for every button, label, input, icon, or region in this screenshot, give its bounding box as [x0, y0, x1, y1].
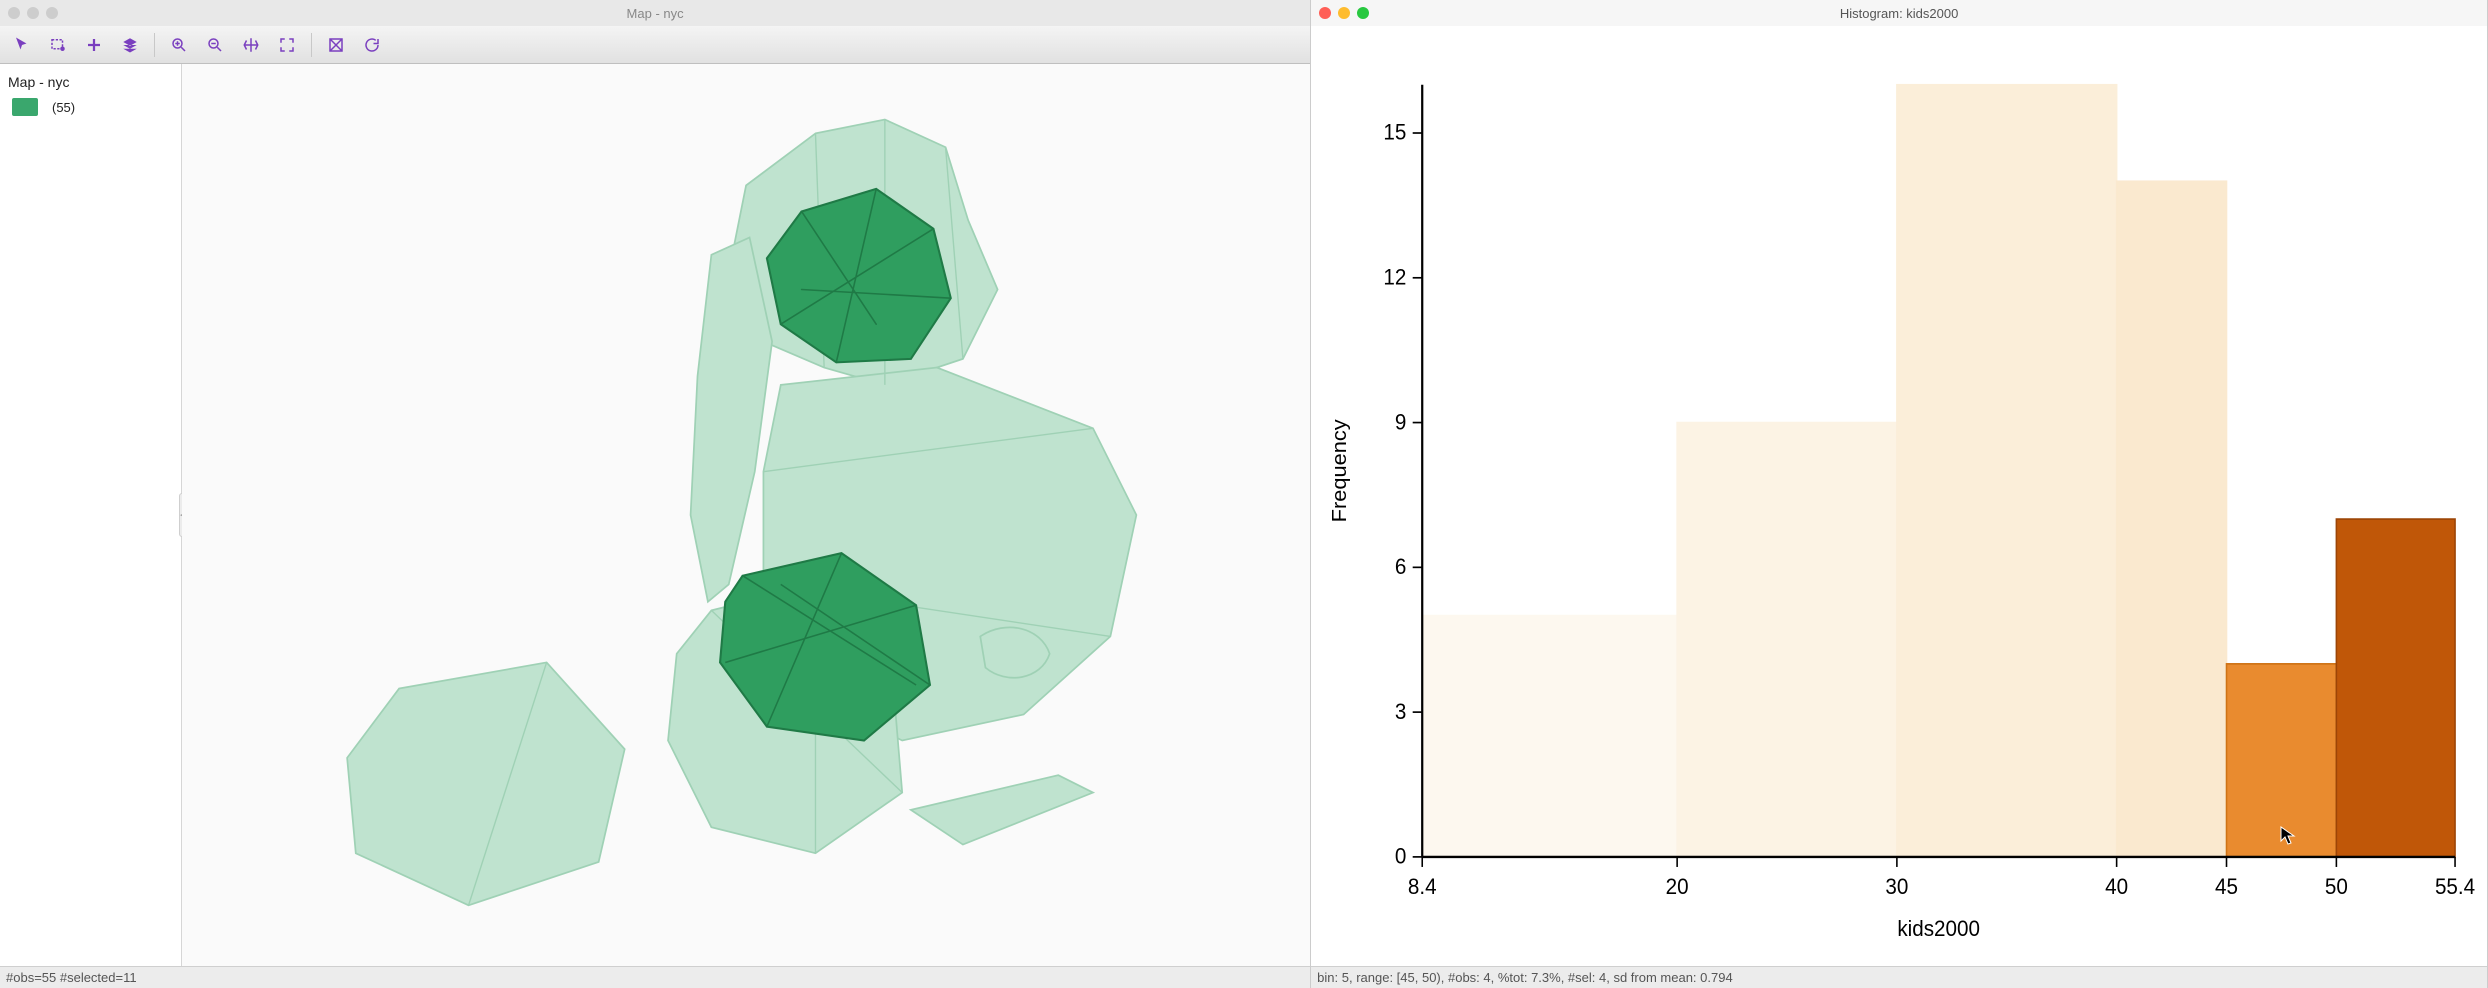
x-axis-label: kids2000	[1897, 916, 1980, 941]
zoom-out-icon[interactable]	[201, 31, 229, 59]
map-statusbar: #obs=55 #selected=11	[0, 966, 1310, 988]
histogram-statusbar: bin: 5, range: [45, 50), #obs: 4, %tot: …	[1311, 966, 2487, 988]
legend-swatch	[12, 98, 38, 116]
histogram-status-text: bin: 5, range: [45, 50), #obs: 4, %tot: …	[1317, 970, 1733, 985]
y-tick-label: 6	[1395, 555, 1406, 580]
toolbar-separator	[311, 33, 312, 57]
minimize-icon[interactable]	[27, 7, 39, 19]
x-tick-label: 40	[2105, 874, 2128, 899]
minimize-icon[interactable]	[1338, 7, 1350, 19]
x-tick-label: 50	[2325, 874, 2348, 899]
map-status-text: #obs=55 #selected=11	[6, 970, 137, 985]
histogram-window-title: Histogram: kids2000	[1311, 6, 2487, 21]
window-controls	[8, 7, 58, 19]
histogram-bar[interactable]	[1677, 423, 1897, 857]
close-icon[interactable]	[8, 7, 20, 19]
x-tick-label: 45	[2215, 874, 2238, 899]
y-axis-label: Frequency	[1328, 419, 1351, 522]
legend-row[interactable]: (55)	[8, 98, 173, 116]
zoom-in-icon[interactable]	[165, 31, 193, 59]
x-tick-label: 8.4	[1408, 874, 1437, 899]
maximize-icon[interactable]	[1357, 7, 1369, 19]
histogram-bar[interactable]	[2337, 519, 2456, 857]
layer-name[interactable]: Map - nyc	[8, 74, 173, 90]
x-tick-label: 55.4	[2435, 874, 2475, 899]
extent-tool-icon[interactable]	[273, 31, 301, 59]
add-tool-icon[interactable]	[80, 31, 108, 59]
layers-tool-icon[interactable]	[116, 31, 144, 59]
histogram-bar[interactable]	[2117, 181, 2227, 857]
map-window-title: Map - nyc	[0, 6, 1310, 21]
histogram-canvas[interactable]: 0 3 6 9 12 15 8.4 20 30 40 45 50 55.4 kids2000 Frequen…	[1311, 26, 2487, 966]
select-rect-tool-icon[interactable]	[44, 31, 72, 59]
histogram-window: Histogram: kids2000 0 3 6 9 12 15 8.4 20 30 40 45 5…	[1311, 0, 2488, 988]
histogram-bar[interactable]	[2227, 664, 2337, 857]
x-tick-label: 30	[1886, 874, 1909, 899]
pointer-tool-icon[interactable]	[8, 31, 36, 59]
map-canvas[interactable]	[182, 64, 1310, 966]
close-icon[interactable]	[1319, 7, 1331, 19]
y-tick-label: 15	[1384, 120, 1407, 145]
histogram-titlebar[interactable]: Histogram: kids2000	[1311, 0, 2487, 26]
y-tick-label: 12	[1384, 265, 1407, 290]
layer-panel: Map - nyc (55)	[0, 64, 182, 966]
legend-count: (55)	[52, 100, 75, 115]
histogram-bar[interactable]	[1422, 616, 1677, 857]
maximize-icon[interactable]	[46, 7, 58, 19]
basemap-tool-icon[interactable]	[322, 31, 350, 59]
window-controls	[1319, 7, 1369, 19]
refresh-tool-icon[interactable]	[358, 31, 386, 59]
pan-tool-icon[interactable]	[237, 31, 265, 59]
toolbar-separator	[154, 33, 155, 57]
y-tick-label: 9	[1395, 410, 1406, 435]
map-titlebar[interactable]: Map - nyc	[0, 0, 1310, 26]
x-tick-label: 20	[1666, 874, 1689, 899]
map-window: Map - nyc Map - nyc (55) #obs=55 #select…	[0, 0, 1311, 988]
y-tick-label: 3	[1395, 699, 1406, 724]
histogram-bar[interactable]	[1897, 85, 2117, 857]
map-toolbar	[0, 26, 1310, 64]
map-body: Map - nyc (55)	[0, 64, 1310, 966]
y-tick-label: 0	[1395, 844, 1406, 869]
